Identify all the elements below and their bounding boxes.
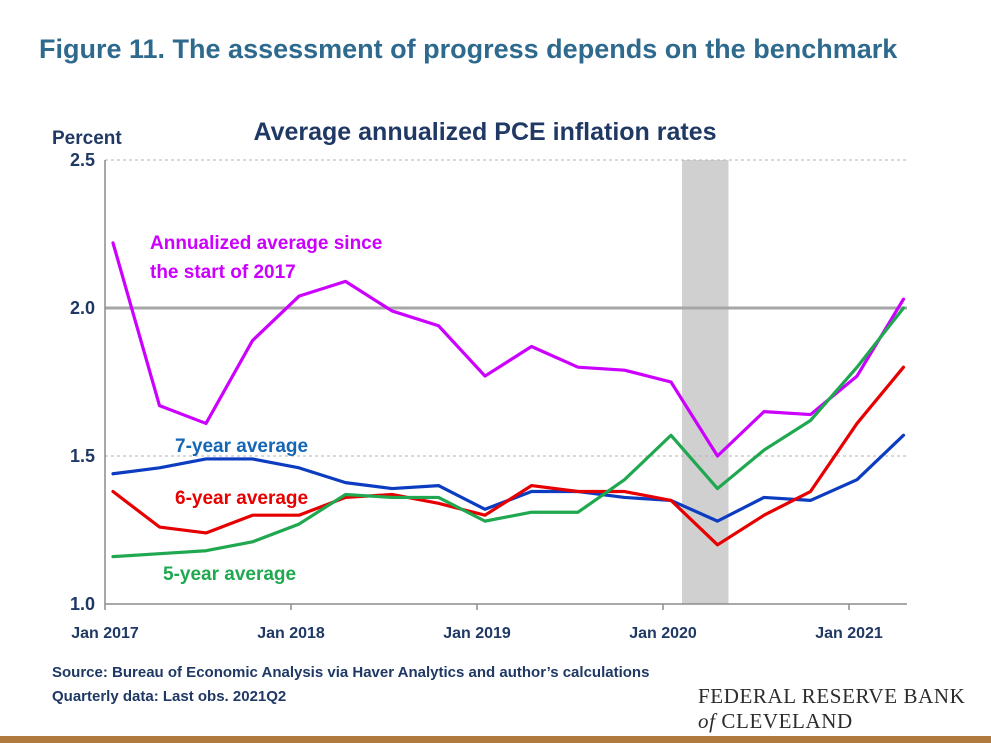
figure-title: Figure 11. The assessment of progress de… xyxy=(39,34,898,64)
y-tick-label: 1.0 xyxy=(70,594,95,614)
logo-line-2: of CLEVELAND xyxy=(698,709,965,734)
bottom-accent-rule xyxy=(0,736,991,743)
logo-city: CLEVELAND xyxy=(721,709,853,733)
gridlines xyxy=(105,159,907,457)
y-tick-label: 2.0 xyxy=(70,298,95,318)
x-tick-label: Jan 2018 xyxy=(257,625,325,642)
series-lines xyxy=(111,241,906,559)
logo-of: of xyxy=(698,709,716,733)
y-axis-label: Percent xyxy=(52,128,122,149)
series-line-4 xyxy=(111,306,906,559)
chart-title: Average annualized PCE inflation rates xyxy=(253,118,717,146)
logo-line-1: FEDERAL RESERVE BANK xyxy=(698,684,966,708)
x-tick-label: Jan 2017 xyxy=(71,625,139,642)
recession-shading xyxy=(682,160,729,604)
x-tick-label: Jan 2020 xyxy=(629,625,697,642)
series-annotation-2: 7-year average xyxy=(175,436,308,457)
series-annotations: Annualized average since the start of 201… xyxy=(150,233,382,585)
x-tick-label: Jan 2019 xyxy=(443,625,511,642)
series-annotation-4: 5-year average xyxy=(163,564,296,585)
series-annotation-1: Annualized average since xyxy=(150,233,382,254)
source-line: Source: Bureau of Economic Analysis via … xyxy=(52,664,650,681)
data-note-line: Quarterly data: Last obs. 2021Q2 xyxy=(52,688,287,705)
series-line-3 xyxy=(111,365,906,547)
federal-reserve-logo: FEDERAL RESERVE BANK of CLEVELAND xyxy=(698,684,965,734)
source-note: Source: Bureau of Economic Analysis via … xyxy=(52,661,649,709)
y-tick-label: 2.5 xyxy=(70,150,95,170)
axes: 1.0 1.5 2.0 2.5 Jan 2017 Jan 2018 Jan 2019 Jan … xyxy=(70,150,907,642)
series-annotation-3: 6-year average xyxy=(175,488,308,509)
series-line-1 xyxy=(111,241,906,458)
x-tick-label: Jan 2021 xyxy=(815,625,883,642)
y-tick-label: 1.5 xyxy=(70,446,95,466)
series-annotation-1: the start of 2017 xyxy=(150,262,296,283)
recession-shading-layer xyxy=(682,160,729,604)
